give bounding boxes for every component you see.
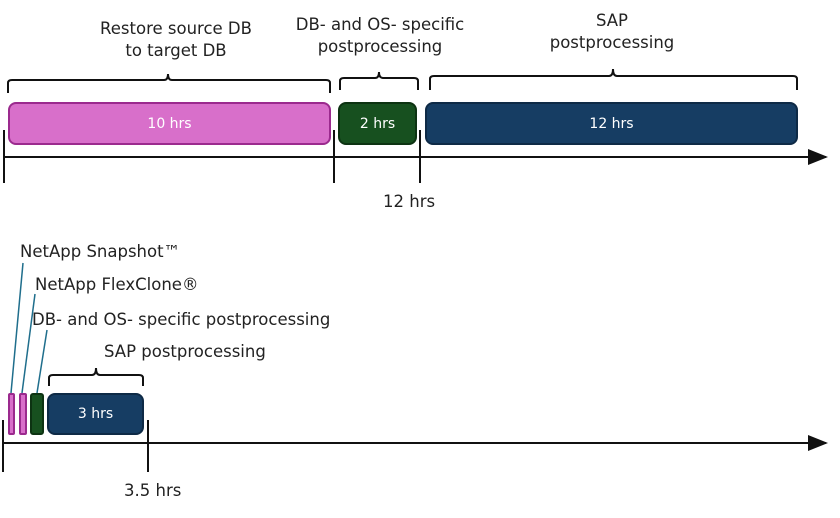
label-sap: SAP postprocessing bbox=[549, 11, 675, 52]
leader-flexclone bbox=[21, 293, 36, 394]
bar-restore: 10 hrs bbox=[8, 102, 331, 145]
label-restore: Restore source DB to target DB bbox=[100, 19, 252, 60]
bracket-sap-bottom bbox=[48, 367, 144, 386]
bar-sap: 12 hrs bbox=[425, 102, 798, 145]
leader-snapshot bbox=[10, 262, 24, 394]
bracket-db-os bbox=[339, 71, 419, 90]
bar-flexclone bbox=[19, 393, 27, 435]
bar-snapshot bbox=[8, 393, 15, 435]
bracket-sap bbox=[429, 68, 798, 90]
bar-sap-bottom: 3 hrs bbox=[47, 393, 144, 435]
marker-12-hrs: 12 hrs bbox=[383, 192, 436, 211]
bar-db-os: 2 hrs bbox=[338, 102, 417, 145]
label-snapshot: NetApp Snapshot™ bbox=[20, 242, 181, 261]
bar-db-os-bottom bbox=[30, 393, 44, 435]
label-flexclone: NetApp FlexClone® bbox=[35, 275, 199, 294]
label-db-os-bottom: DB- and OS- specific postprocessing bbox=[32, 310, 331, 329]
bracket-restore bbox=[7, 73, 331, 93]
label-sap-bottom: SAP postprocessing bbox=[104, 342, 266, 361]
label-db-os: DB- and OS- specific postprocessing bbox=[295, 15, 465, 56]
leader-db-os bbox=[36, 329, 48, 394]
marker-3.5-hrs: 3.5 hrs bbox=[124, 481, 182, 500]
